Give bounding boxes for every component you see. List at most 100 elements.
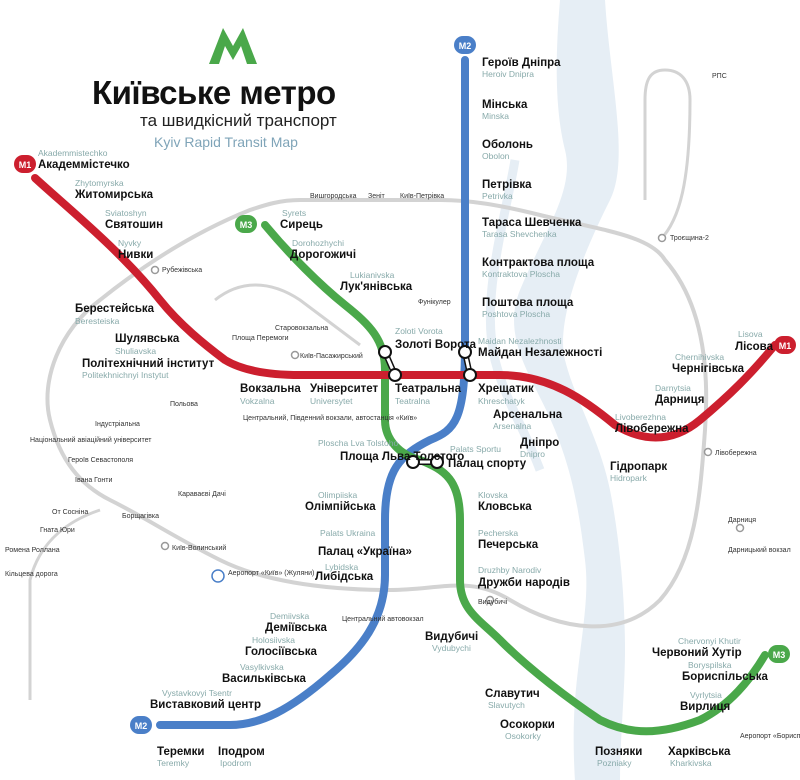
station-kharkivska[interactable]: Харківська Kharkivska: [668, 746, 731, 768]
svg-text:Шулявська: Шулявська: [115, 333, 180, 345]
station-klovska[interactable]: Кловська Klovska: [478, 490, 532, 513]
map-subtitle: та швидкісний транспорт: [140, 111, 337, 130]
rail-stop-kyiv-pasazhyrskyi[interactable]: Київ-Пасажирський: [290, 350, 363, 361]
station-ipodrom[interactable]: Іподром Ipodrom: [218, 746, 265, 768]
darnytskyi-station[interactable]: Дарницький вокзал: [728, 546, 791, 554]
station-syrets[interactable]: Сирець Syrets: [280, 208, 323, 231]
svg-text:M2: M2: [135, 721, 148, 731]
rail-stop-borshchahivka[interactable]: Борщагівка: [122, 512, 159, 520]
station-pozniaky[interactable]: Позняки Pozniaky: [595, 746, 642, 768]
station-obolon[interactable]: Оболонь Obolon: [482, 139, 533, 161]
station-slavutych[interactable]: Славутич Slavutych: [485, 688, 540, 710]
rail-stop-mostytska[interactable]: Вишгородська: [310, 193, 357, 200]
station-vasylkivska[interactable]: Васильківська Vasylkivska: [222, 662, 306, 685]
funicular-label[interactable]: Фунікулер: [418, 298, 451, 306]
rail-stop-zenit[interactable]: Зеніт: [368, 192, 386, 200]
rail-stop-darnytsia[interactable]: Дарниця: [728, 517, 756, 533]
station-palats-ukraina[interactable]: Палац «Україна» Palats Ukraina: [318, 528, 412, 558]
metro-logo-icon: [209, 28, 257, 64]
rail-stop-troieshchyna[interactable]: Троєщина-2: [657, 233, 710, 243]
svg-text:Petrivka: Petrivka: [482, 191, 513, 201]
station-demiivska[interactable]: Деміївська Demiivska: [265, 611, 328, 634]
rail-stop-kyiv-volynskyi[interactable]: Київ-Волинський: [160, 541, 227, 553]
rail-stop-rubizhivska[interactable]: Рубежівська: [150, 265, 203, 275]
rail-stop-karavaievi-dachi[interactable]: Караваєві Дачі: [178, 490, 226, 498]
station-vystavkovyi[interactable]: Виставковий центр Vystavkovyi Tsentr: [150, 688, 261, 711]
svg-text:Slavutych: Slavutych: [488, 700, 525, 710]
station-lukianivska[interactable]: Лук'янівська Lukianivska: [340, 270, 413, 293]
rail-stop-ntuu[interactable]: Національний авіаційний університет: [30, 436, 152, 444]
svg-text:Поштова площа: Поштова площа: [482, 297, 574, 309]
station-lisova[interactable]: Лісова Lisova: [735, 329, 774, 353]
station-holosiivska[interactable]: Голосіївська Holosiivska: [245, 635, 318, 658]
svg-text:Лівобережна: Лівобережна: [615, 423, 689, 435]
tram-stop-romena-rollana[interactable]: Ромена Роллана: [5, 547, 60, 554]
svg-text:Beresteiska: Beresteiska: [75, 316, 120, 326]
rail-stop-industrialna[interactable]: Індустріальна: [95, 420, 140, 428]
svg-text:Зеніт: Зеніт: [368, 192, 386, 200]
station-teremky[interactable]: Теремки Teremky: [157, 746, 204, 768]
tram-stop-ot-soshnyk[interactable]: От Сосніна: [52, 508, 88, 516]
station-teatralna[interactable]: Театральна Teatralna: [395, 383, 462, 406]
rail-stop-vydubychi[interactable]: Видубичі: [478, 595, 508, 607]
station-zoloti-vorota[interactable]: Золоті Ворота Zoloti Vorota: [395, 326, 477, 351]
station-minska[interactable]: Мінська Minska: [482, 99, 528, 121]
svg-text:Театральна: Театральна: [395, 383, 462, 395]
svg-text:Heroiv Dnipra: Heroiv Dnipra: [482, 69, 534, 79]
rail-stop-starovokzalna[interactable]: Старовокзальна: [275, 325, 328, 332]
station-shuliavska[interactable]: Шулявська Shuliavska: [115, 333, 180, 356]
svg-text:Vyrlytsia: Vyrlytsia: [690, 690, 722, 700]
svg-text:РПС: РПС: [712, 73, 727, 80]
station-akademmistechko[interactable]: Академмістечко Akademmistechko: [38, 148, 130, 171]
station-darnytsia[interactable]: Дарниця Darnytsia: [655, 383, 704, 406]
svg-text:Житомирська: Житомирська: [74, 189, 154, 201]
station-maidan[interactable]: Майдан Незалежності Maidan Nezalezhnosti: [478, 336, 602, 359]
station-sviatoshyn[interactable]: Святошин Sviatoshyn: [105, 208, 163, 231]
station-universytet[interactable]: Університет Universytet: [310, 383, 379, 406]
station-dorohozhychi[interactable]: Дорогожичі Dorohozhychi: [290, 238, 356, 261]
station-dnipro[interactable]: Дніпро Dnipro: [520, 437, 559, 459]
rail-stop-ploshcha-peremohy[interactable]: Площа Перемоги: [232, 335, 289, 342]
station-livoberezhna[interactable]: Лівобережна Livoberezhna: [615, 412, 689, 435]
station-petrivka[interactable]: Петрівка Petrivka: [482, 179, 532, 201]
map-title: Київське метро: [92, 74, 336, 111]
station-druzhby[interactable]: Дружби народів Druzhby Narodiv: [478, 565, 570, 589]
station-vydubychi[interactable]: Видубичі Vydubychi: [425, 631, 478, 653]
svg-text:Сирець: Сирець: [280, 219, 323, 231]
station-vyrlytsia[interactable]: Вирлиця Vyrlytsia: [680, 690, 730, 713]
station-kontraktova[interactable]: Контрактова площа Kontraktova Ploscha: [482, 257, 595, 279]
rail-stop-heroiv-sevastopolia[interactable]: Героїв Севастополя: [68, 457, 133, 464]
station-boryspilska[interactable]: Бориспільська Boryspilska: [682, 660, 769, 683]
rail-stop-ivana-honty[interactable]: Івана Гонти: [75, 477, 112, 484]
station-tarasa-shevchenka[interactable]: Тараса Шевченка Tarasa Shevchenka: [482, 217, 582, 239]
station-khreshchatyk[interactable]: Хрещатик Khreschatyk: [478, 383, 534, 406]
rail-stop-livoberezhna-rail[interactable]: Лівобережна: [703, 447, 757, 458]
station-politekhnichnyi[interactable]: Політехнічний інститут Politekhnichnyi I…: [82, 358, 215, 380]
station-palats-sportu[interactable]: Палац спорту Palats Sportu: [448, 444, 527, 470]
station-pecherska[interactable]: Печерська Pecherska: [478, 528, 539, 551]
station-poshtova[interactable]: Поштова площа Poshtova Ploscha: [482, 297, 574, 319]
station-zhytomyrska[interactable]: Житомирська Zhytomyrska: [74, 178, 154, 201]
tram-stop-kiltseva[interactable]: Кільцева дорога: [5, 570, 58, 578]
central-bus-station[interactable]: Центральний автовокзал: [342, 615, 424, 623]
station-hidropark[interactable]: Гідропарк Hidropark: [610, 461, 667, 483]
station-chervonyi-khutir[interactable]: Червоний Хутір Chervonyi Khutir: [652, 636, 742, 659]
station-lybidska[interactable]: Либідська Lybidska: [315, 562, 374, 583]
station-lva-tolstoho[interactable]: Площа Льва Толстого Ploscha Lva Tolstoho: [318, 438, 464, 463]
station-olimpiiska[interactable]: Олімпійська Olimpiiska: [305, 490, 376, 513]
rail-stop-kyiv-petrivka[interactable]: Київ-Петрівка: [400, 192, 444, 200]
svg-text:Teremky: Teremky: [157, 758, 190, 768]
tram-stop-hata-yuri[interactable]: Гната Юри: [40, 527, 75, 534]
station-osokorky[interactable]: Осокорки Osokorky: [500, 719, 555, 741]
station-vokzalna[interactable]: Вокзальна Vokzalna: [240, 383, 301, 406]
station-heroiv-dnipra[interactable]: Героїв Дніпра Heroiv Dnipra: [482, 57, 561, 79]
airport-zhuliany[interactable]: Аеропорт «Київ» (Жуляни): [211, 569, 314, 583]
rail-stop-polova[interactable]: Польова: [170, 401, 198, 408]
station-arsenalna[interactable]: Арсенальна Arsenalna: [493, 409, 563, 431]
svg-text:Палац «Україна»: Палац «Україна»: [318, 546, 412, 558]
station-chernihivska[interactable]: Чернігівська Chernihivska: [672, 352, 745, 375]
rail-stop-rps[interactable]: РПС: [712, 73, 727, 80]
station-nyvky[interactable]: Нивки Nyvky: [118, 238, 153, 261]
svg-text:Chernihivska: Chernihivska: [675, 352, 724, 362]
station-beresteiska[interactable]: Берестейська Beresteiska: [75, 303, 155, 326]
